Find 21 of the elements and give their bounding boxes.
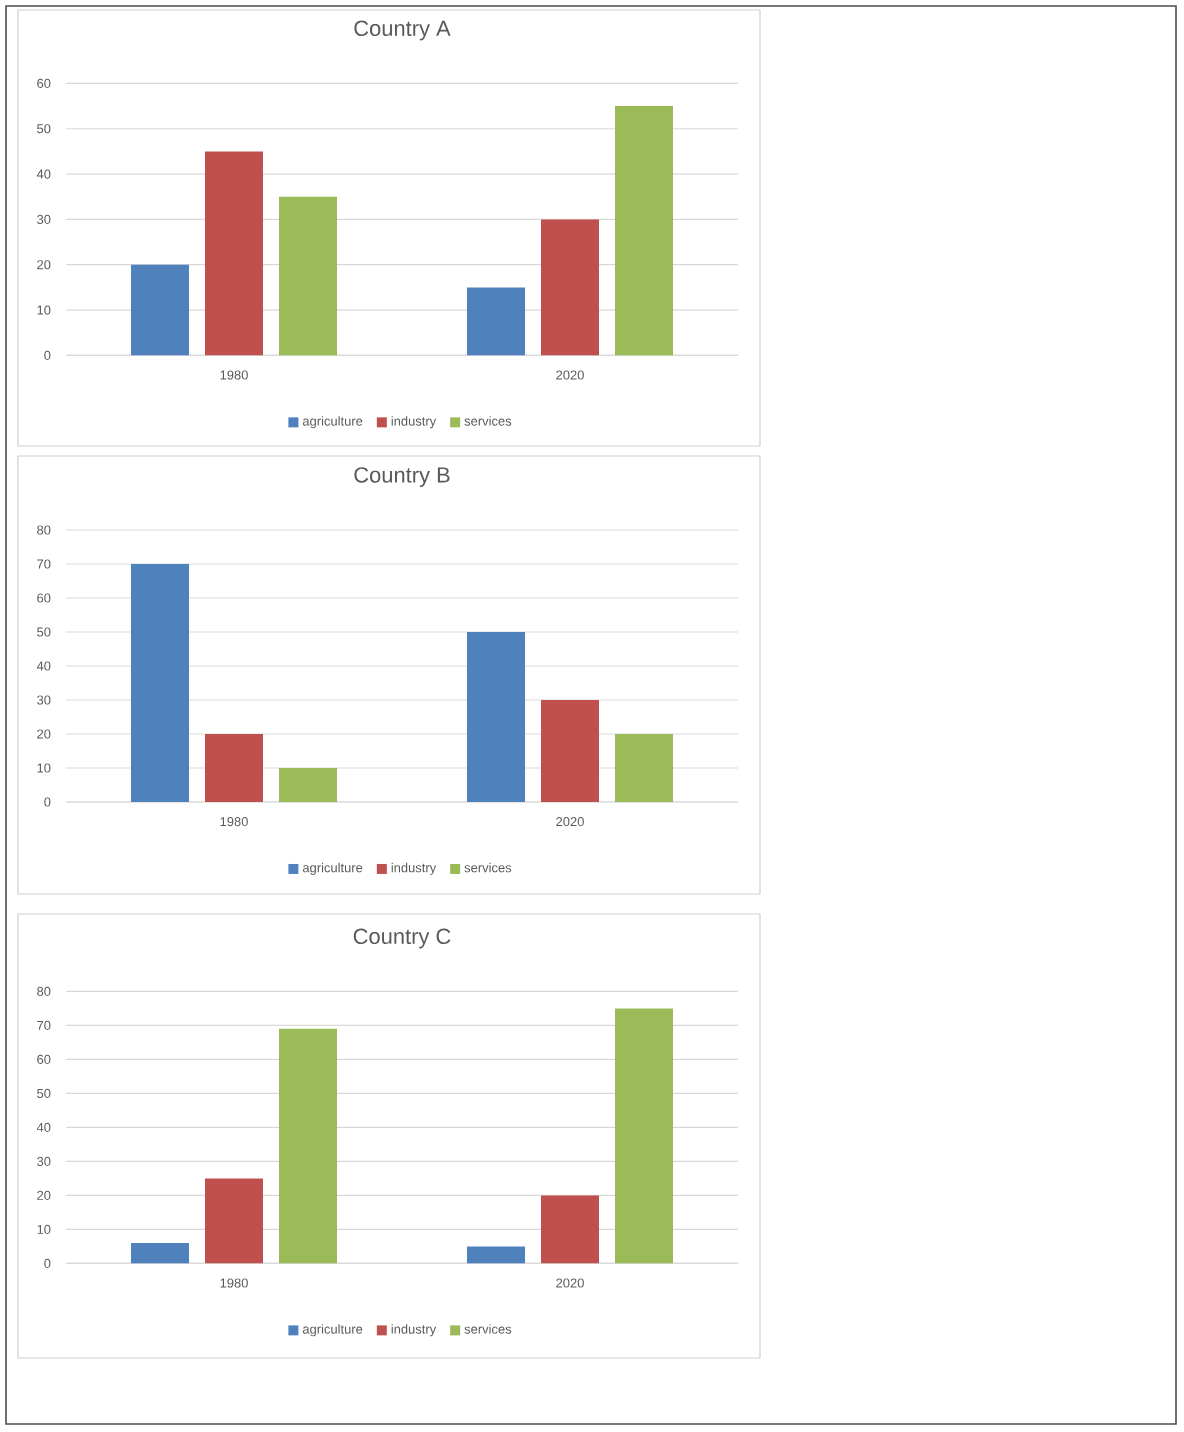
bar: [541, 700, 600, 802]
bar: [131, 564, 189, 802]
chart-title: Country A: [354, 20, 451, 41]
bar: [279, 1028, 337, 1264]
bar: [467, 632, 526, 802]
bar: [467, 287, 526, 356]
bar: [205, 1178, 263, 1264]
bar: [541, 219, 600, 356]
bar: [279, 768, 337, 802]
bar: [205, 734, 263, 802]
chart-title: Country C: [353, 928, 451, 949]
bar: [205, 151, 263, 356]
bar: [541, 1195, 600, 1264]
bar: [615, 1008, 674, 1264]
chart-title: Country B: [354, 467, 450, 487]
bar: [131, 1243, 189, 1264]
bar: [467, 1246, 526, 1264]
bar: [615, 106, 674, 356]
bar: [131, 264, 189, 356]
bar: [615, 734, 674, 802]
bar: [279, 196, 337, 356]
